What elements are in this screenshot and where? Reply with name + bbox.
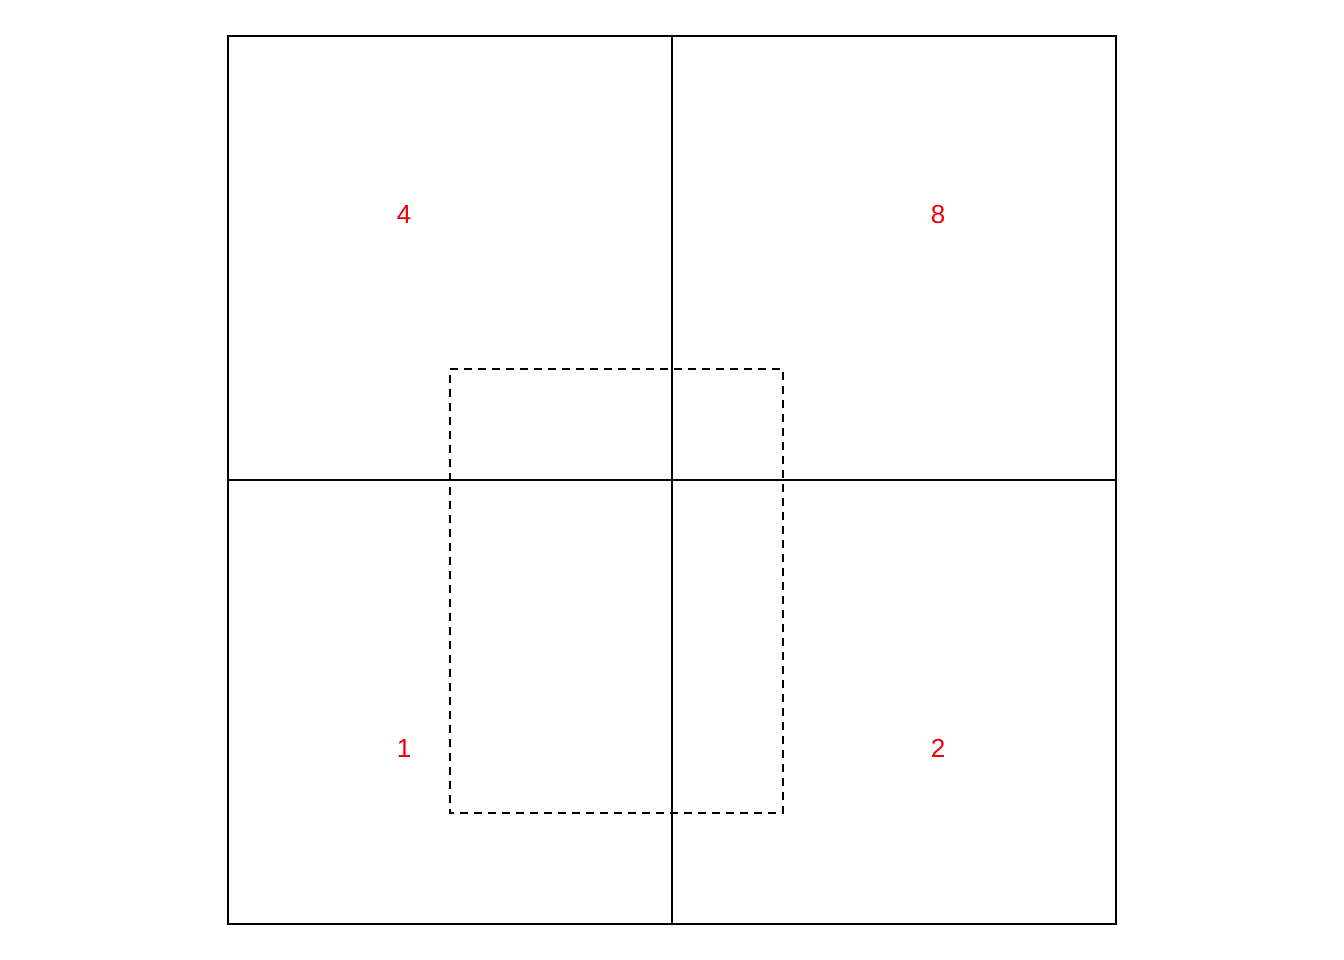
dashed-rectangle bbox=[449, 368, 784, 814]
quadrant-label-top-right: 8 bbox=[931, 199, 945, 229]
quadrant-label-bottom-left: 1 bbox=[397, 733, 411, 763]
quadrant-label-top-left: 4 bbox=[397, 199, 411, 229]
quadrant-label-bottom-right: 2 bbox=[931, 733, 945, 763]
